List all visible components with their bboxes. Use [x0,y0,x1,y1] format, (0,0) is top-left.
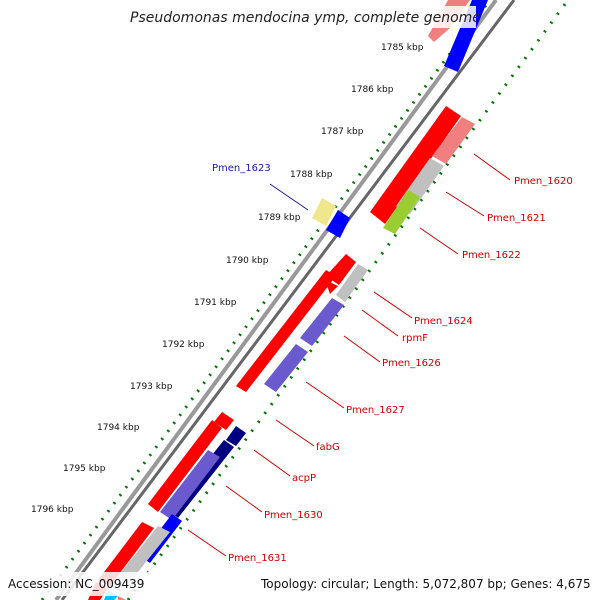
gene-feature-pmen-1623 [326,210,350,238]
gene-feature [336,264,368,302]
tick-label: 1786 kbp [351,85,394,95]
leader-line [225,485,263,513]
gene-feature-pmen-1623 [312,198,336,226]
leader-line [373,291,413,319]
summary-label: Topology: circular; Length: 5,072,807 bp… [260,577,591,591]
tick-label: 1790 kbp [226,256,269,266]
leader-line [275,419,315,447]
leader-line [253,449,291,477]
leader-line [187,529,227,557]
gene-label: Pmen_1623 [212,163,271,174]
backbone-outer [54,0,498,600]
gene-label: rpmF [402,333,428,344]
tick-label: 1794 kbp [97,423,140,433]
tick-label: 1791 kbp [194,298,237,308]
gene-feature [432,117,475,164]
tick-label: 1792 kbp [162,340,205,350]
gene-label: Pmen_1621 [487,213,546,224]
gene-label: Pmen_1630 [264,510,323,521]
tick-label: 1787 kbp [321,127,364,137]
title-backdrop [124,6,476,28]
leader-line [361,309,399,337]
tick-label: 1785 kbp [381,43,424,53]
gene-label: acpP [292,473,316,484]
gene-feature [383,190,420,234]
gene-feature [98,522,154,586]
gene-label: Pmen_1626 [382,358,441,369]
gene-feature [148,420,222,512]
gene-feature [370,106,461,224]
gene-feature [160,450,220,520]
map-title: Pseudomonas mendocina ymp, complete geno… [130,10,481,26]
gene-feature [264,344,308,392]
footer-backdrop [0,572,600,596]
leader-line [305,381,345,409]
gene-feature [118,596,126,600]
tick-label: 1789 kbp [258,213,301,223]
accession-label: Accession: NC_009439 [8,577,144,591]
gene-label: Pmen_1622 [462,250,521,261]
tick-label: 1793 kbp [130,382,173,392]
gene-feature [444,0,488,72]
leader-line [473,153,511,181]
gene-feature [300,298,344,346]
leader-line [343,335,381,363]
gene-feature [214,412,234,430]
leader-line [445,191,485,217]
gene-feature [226,426,246,446]
tick-label: 1796 kbp [31,505,74,515]
gene-feature [236,270,336,392]
gene-label: Pmen_1624 [414,316,473,327]
tick-label: 1795 kbp [63,464,106,474]
leader-line [419,227,459,255]
backbone-inner [60,0,516,600]
gene-label: Pmen_1627 [346,405,405,416]
tick-label: 1788 kbp [290,170,333,180]
gene-label: Pmen_1631 [228,553,287,564]
gene-label: Pmen_1620 [514,176,573,187]
gene-label: fabG [316,442,340,453]
leader-line [269,183,309,211]
